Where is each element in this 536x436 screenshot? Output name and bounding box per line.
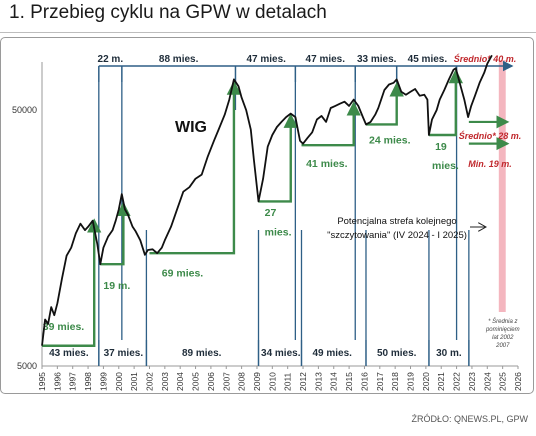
bottom-duration-label: 43 mies. [49,348,89,359]
top-duration-label: 45 mies. [408,54,448,65]
x-tick-label: 2013 [313,372,323,391]
x-tick-label: 2017 [375,372,385,391]
x-tick-label: 2003 [160,372,170,391]
top-duration-label: 33 mies. [357,54,397,65]
forecast-footnote: * Średnia z [488,318,517,325]
bottom-duration-label: 30 m. [436,348,462,359]
bottom-duration-label: 34 mies. [261,348,301,359]
x-tick-label: 2018 [390,372,400,391]
source-note: ŹRÓDŁO: QNEWS.PL, GPW [411,414,528,424]
x-tick-label: 2008 [237,372,247,391]
x-tick-label: 2000 [114,372,124,391]
bull-duration-label: 19 m. [103,280,130,292]
top-duration-label: 47 mies. [246,54,286,65]
x-tick-label: 1996 [52,372,62,391]
wig-index-line [41,54,493,346]
bottom-duration-label: 49 mies. [312,348,352,359]
forecast-footnote: 2007 [495,343,510,349]
forecast-duration-label: Średnio* 28 m. [459,130,522,141]
bottom-duration-label: 50 mies. [377,348,417,359]
x-tick-label: 2024 [482,372,492,391]
x-tick-label: 2009 [252,372,262,391]
peak-zone-annotation: Potencjalna strefa kolejnego [337,216,456,227]
x-tick-label: 2019 [406,372,416,391]
bull-phase-step [428,68,464,137]
x-tick-label: 1995 [37,372,47,391]
bull-phase-step [301,101,361,147]
x-tick-label: 2010 [267,372,277,391]
series-label: WIG [175,119,207,136]
y-tick-label: 5000 [17,361,37,371]
top-duration-label: 22 m. [98,54,124,65]
x-tick-label: 2001 [129,372,139,391]
forecast-duration-label: Min. 19 m. [468,159,512,169]
x-tick-label: 2022 [452,372,462,391]
peak-zone-annotation: "szczytowania" (IV 2024 - I 2025) [327,230,467,241]
bull-duration-label: 19 [435,141,447,153]
forecast-footnote: lat 2002 [492,335,514,341]
title-divider [0,32,536,33]
x-tick-label: 2026 [513,372,523,391]
x-tick-label: 2020 [421,372,431,391]
bull-phase-step [365,82,404,126]
bull-duration-label: 27 [265,207,277,219]
bottom-duration-label: 89 mies. [182,348,222,359]
x-tick-label: 2012 [298,372,308,391]
bull-phase-step [258,113,298,203]
bull-duration-label: mies. [265,226,292,238]
bull-phase-step [149,80,242,255]
chart-frame [0,37,534,394]
x-tick-label: 2005 [191,372,201,391]
top-duration-label: 47 mies. [306,54,346,65]
x-tick-label: 2006 [206,372,216,391]
bull-duration-label: 39 mies. [43,321,85,333]
x-tick-label: 2002 [144,372,154,391]
bull-phase-step [100,201,131,266]
x-tick-label: 2021 [436,372,446,391]
forecast-footnote: pominięciem [485,327,520,333]
x-tick-label: 1999 [98,372,108,391]
bull-duration-label: 69 mies. [162,267,204,279]
x-tick-label: 2007 [221,372,231,391]
x-tick-label: 2004 [175,372,185,391]
forecast-zone [498,60,506,312]
bull-duration-label: 24 mies. [369,135,411,147]
bull-phase-step [42,218,102,347]
x-tick-label: 2016 [359,372,369,391]
bull-duration-label: mies. [432,160,459,172]
bottom-duration-label: 37 mies. [104,348,144,359]
x-tick-label: 1997 [68,372,78,391]
bull-duration-label: 41 mies. [306,158,348,170]
x-tick-label: 2015 [344,372,354,391]
top-forecast-label: Średnio* 40 m. [454,53,517,64]
x-tick-label: 2023 [467,372,477,391]
top-duration-label: 88 mies. [159,54,199,65]
page-title: 1. Przebieg cyklu na GPW w detalach [9,2,327,23]
x-tick-label: 2011 [283,372,293,391]
x-tick-label: 2025 [498,372,508,391]
x-tick-label: 2014 [329,372,339,391]
y-tick-label: 50000 [12,105,37,115]
x-tick-label: 1998 [83,372,93,391]
